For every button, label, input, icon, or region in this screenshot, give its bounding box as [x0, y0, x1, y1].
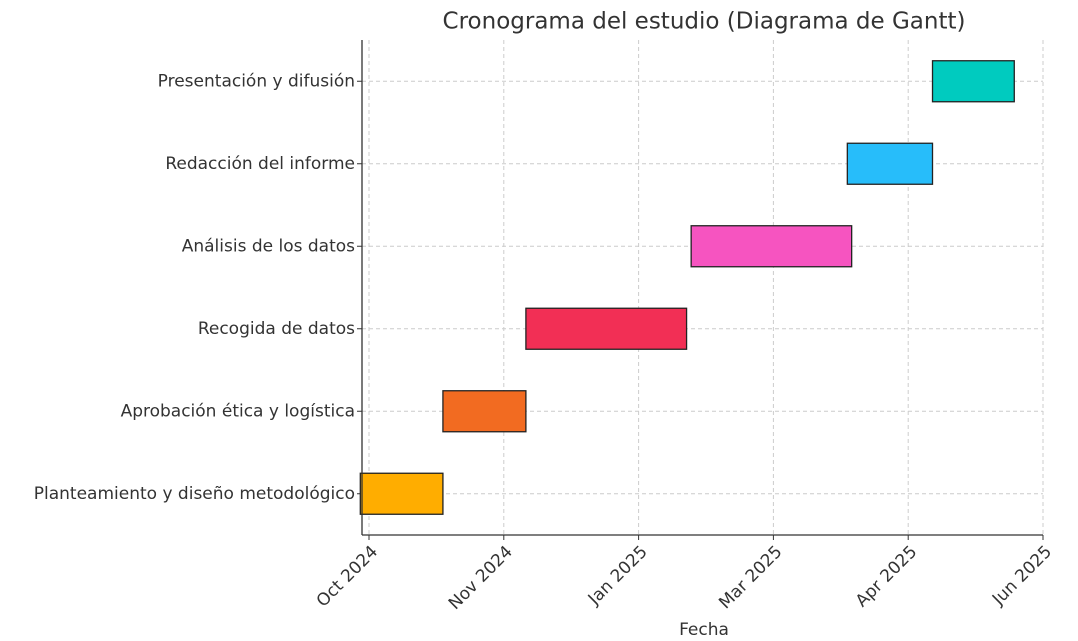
x-tick-label: Oct 2024: [313, 542, 382, 611]
chart-title: Cronograma del estudio (Diagrama de Gant…: [443, 9, 966, 35]
x-tick-label: Jun 2025: [988, 542, 1056, 610]
bar: [931, 60, 1015, 103]
y-tick-label: Planteamiento y diseño metodológico: [34, 484, 355, 504]
y-tick-label: Análisis de los datos: [182, 236, 355, 256]
bar: [525, 307, 688, 350]
y-tick-label: Recogida de datos: [198, 319, 355, 339]
bar: [690, 225, 853, 268]
x-tick-label: Mar 2025: [715, 542, 786, 613]
x-tick-label: Apr 2025: [852, 542, 921, 611]
bar: [442, 390, 527, 433]
bar: [359, 472, 444, 515]
y-tick-label: Redacción del informe: [165, 154, 355, 174]
bar: [846, 142, 934, 185]
y-tick-label: Aprobación ética y logística: [121, 401, 355, 421]
x-tick-label: Jan 2025: [584, 542, 652, 610]
x-tick-label: Nov 2024: [445, 542, 517, 614]
x-axis-label: Fecha: [679, 620, 729, 640]
y-tick-label: Presentación y difusión: [158, 71, 355, 91]
